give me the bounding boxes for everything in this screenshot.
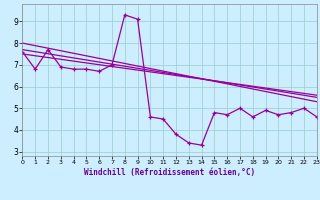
X-axis label: Windchill (Refroidissement éolien,°C): Windchill (Refroidissement éolien,°C) [84,168,255,177]
